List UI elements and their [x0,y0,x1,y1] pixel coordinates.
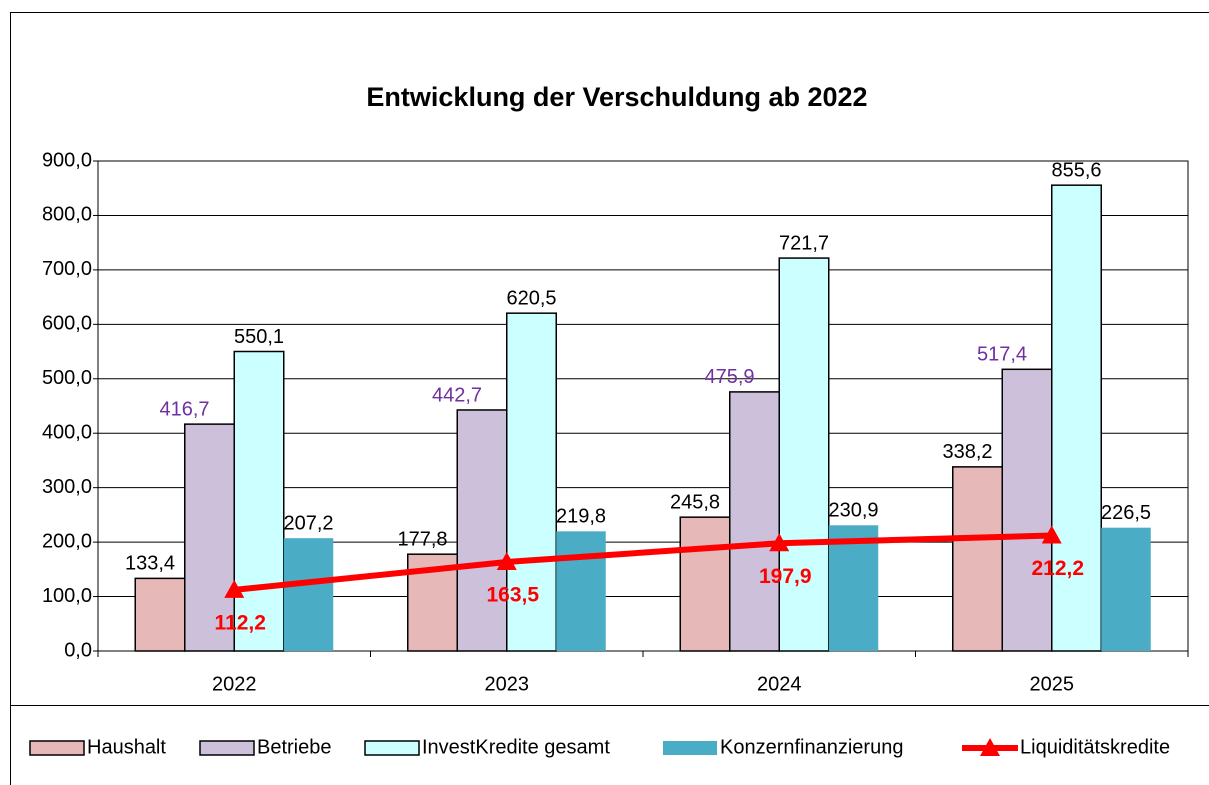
data-label: 517,4 [977,344,1027,366]
data-label: 112,2 [215,611,266,634]
marker [496,551,517,570]
y-tick-label: 300,0 [42,476,92,498]
y-tick-label: 100,0 [42,585,92,607]
data-label: 550,1 [234,326,284,348]
chart-frame [10,12,1209,785]
bar [1101,527,1151,651]
y-tick-label: 700,0 [42,258,92,280]
legend-label: Liquiditätskredite [1020,736,1170,758]
data-label: 219,8 [556,506,606,528]
y-tick-label: 900,0 [42,149,92,171]
chart-title: Entwicklung der Verschuldung ab 2022 [366,82,867,112]
data-label: 620,5 [506,287,556,309]
y-tick-label: 400,0 [42,422,92,444]
marker [224,579,245,598]
legend-label: Haushalt [87,736,166,758]
bar [184,423,235,652]
marker [769,533,790,552]
bar [233,350,285,652]
y-tick-label: 500,0 [42,367,92,389]
legend-swatch [29,740,85,756]
data-label: 855,6 [1051,159,1101,181]
y-tick-label: 600,0 [42,313,92,335]
y-tick-label: 0,0 [64,639,92,661]
data-label: 133,4 [125,553,175,575]
bar [283,538,334,651]
bar [729,391,780,652]
legend-label: Konzernfinanzierung [720,736,903,758]
data-label: 177,8 [397,528,447,550]
bar [506,312,557,652]
bar [556,531,606,651]
legend-swatch [199,740,255,756]
bar [778,257,830,652]
y-tick-label: 200,0 [42,530,92,552]
x-tick-label: 2023 [485,673,530,695]
bar [456,409,508,652]
data-label: 163,5 [486,584,539,607]
bar [1001,368,1053,652]
data-label: 338,2 [942,441,992,463]
legend-label: InvestKredite gesamt [422,736,610,758]
data-label: 230,9 [828,500,878,522]
bar [952,466,1003,652]
line [233,532,1052,593]
x-tick-label: 2022 [212,673,257,695]
bar [134,577,186,652]
data-label: 207,2 [283,512,333,534]
bar [679,516,731,652]
data-label: 416,7 [159,398,209,420]
data-label: 197,9 [759,565,812,588]
data-label: 475,9 [704,366,754,388]
bar [828,525,879,651]
bar [1051,184,1102,652]
data-label: 245,8 [670,491,720,513]
data-label: 721,7 [779,232,829,254]
legend-swatch [663,741,717,755]
x-tick-label: 2024 [757,673,802,695]
x-tick-label: 2025 [1030,673,1075,695]
data-label: 212,2 [1031,557,1084,580]
data-label: 442,7 [432,384,482,406]
marker [1041,525,1062,544]
legend-label: Betriebe [257,736,332,758]
data-label: 226,5 [1101,502,1151,524]
legend-marker [980,738,1000,756]
y-tick-label: 800,0 [42,204,92,226]
legend-swatch [364,740,420,756]
